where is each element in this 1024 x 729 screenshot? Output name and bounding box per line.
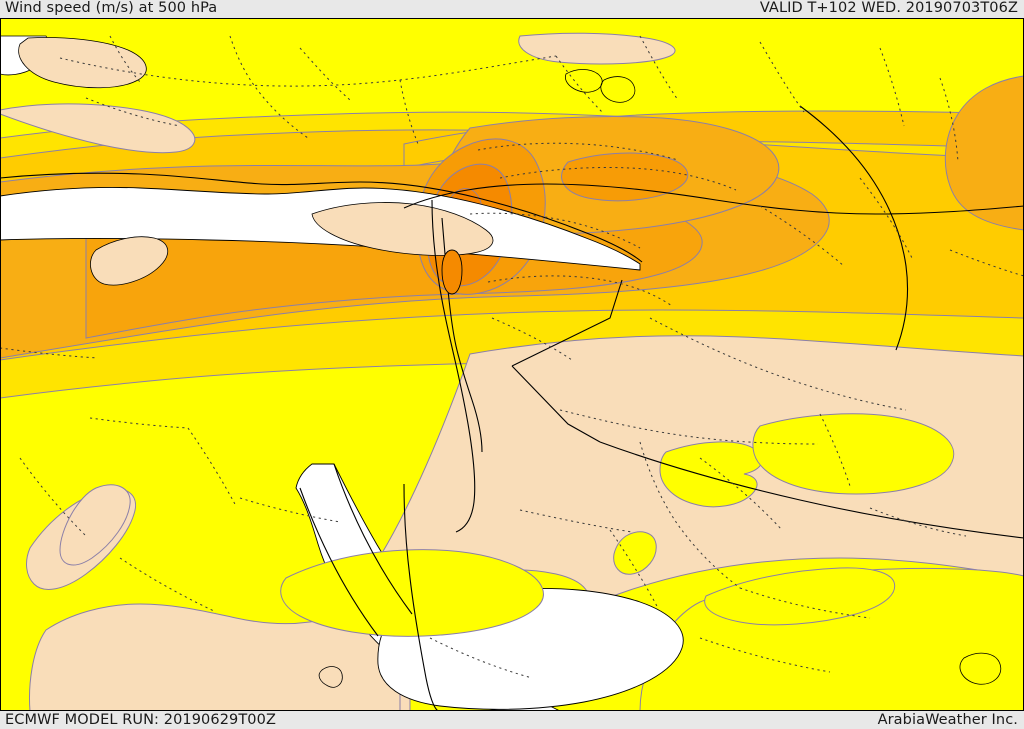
footer-bar (0, 711, 1024, 729)
fill-peach-cyprus (311, 202, 494, 256)
model-run-label: ECMWF MODEL RUN: 20190629T00Z (5, 712, 276, 728)
valid-time-label: VALID T+102 WED. 20190703T06Z (759, 0, 1018, 16)
page-title: Wind speed (m/s) at 500 hPa (5, 0, 218, 16)
fill-peach-turkey-pocket (0, 103, 196, 154)
forecast-map[interactable] (0, 18, 1024, 711)
fill-yellow-island-c (752, 413, 955, 495)
coastlines (0, 105, 1024, 711)
fill-peach-egypt-lens2 (59, 484, 131, 566)
fill-peach-crete (90, 236, 168, 286)
map-canvas (0, 18, 1024, 711)
internal-borders (0, 35, 1024, 679)
fill-yellow-island-b (613, 531, 657, 575)
attribution-label: ArabiaWeather Inc. (877, 712, 1018, 728)
fill-peach-turkey-pocket2 (518, 32, 676, 65)
map-details (318, 69, 1002, 688)
fill-yellow-se-saudi2 (704, 567, 896, 626)
fill-peach-anatolia-nw (18, 37, 147, 89)
header-bar (0, 0, 1024, 18)
fill-orange-east-edge (944, 75, 1024, 231)
fill-peach-egypt-south (29, 583, 401, 711)
fill-orange-syria-lens (561, 152, 689, 202)
